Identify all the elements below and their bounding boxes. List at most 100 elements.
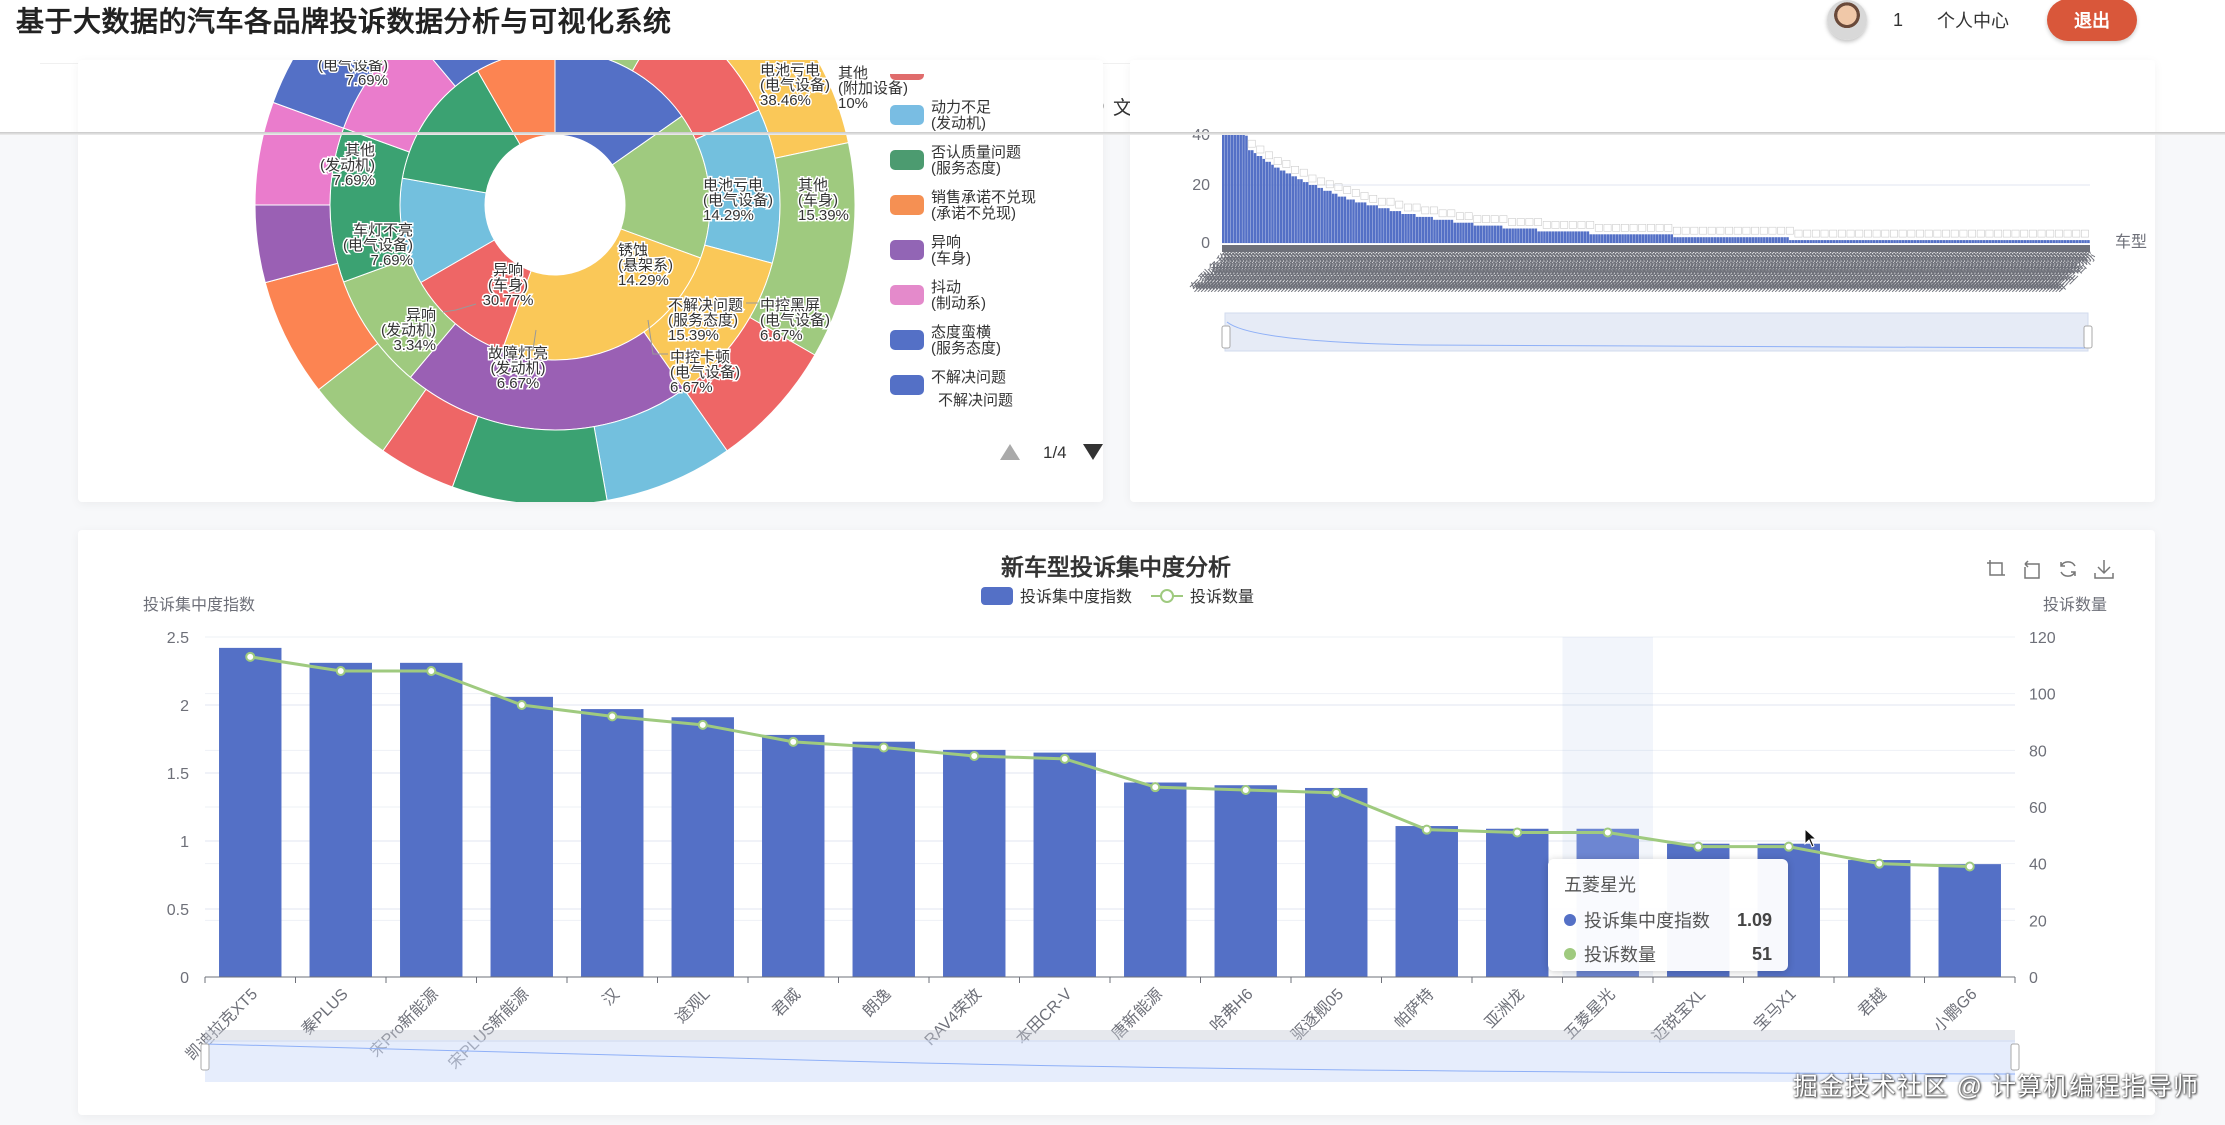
- bar[interactable]: [2061, 240, 2064, 243]
- bar[interactable]: [1314, 185, 1318, 243]
- bar[interactable]: [1410, 214, 1413, 243]
- profile-link[interactable]: 个人中心: [1937, 11, 2009, 31]
- bar[interactable]: [1679, 237, 1682, 243]
- sunburst-segment[interactable]: [319, 60, 443, 68]
- bar[interactable]: [1982, 240, 1986, 243]
- bar[interactable]: [2020, 240, 2024, 243]
- bar[interactable]: [1467, 222, 1471, 243]
- bar[interactable]: [1577, 231, 1581, 243]
- bar[interactable]: [1378, 208, 1381, 243]
- bar[interactable]: [1343, 196, 1347, 243]
- bar[interactable]: [1705, 237, 1708, 243]
- bar[interactable]: [1502, 228, 1506, 244]
- bar[interactable]: [1618, 234, 1621, 243]
- bar[interactable]: [1719, 237, 1723, 243]
- line-point[interactable]: [1512, 827, 1523, 838]
- line-point[interactable]: [1240, 785, 1251, 795]
- bar[interactable]: [1693, 237, 1697, 243]
- bar[interactable]: [1557, 231, 1561, 243]
- sunburst-segment[interactable]: [272, 60, 379, 129]
- bar[interactable]: [1580, 231, 1584, 243]
- bar[interactable]: [1305, 182, 1309, 243]
- datazoom-handle-right[interactable]: [2010, 1043, 2020, 1071]
- bar[interactable]: [1690, 237, 1694, 243]
- logout-button[interactable]: 退出: [2047, 0, 2137, 41]
- bar[interactable]: [1276, 167, 1280, 243]
- line-point[interactable]: [969, 751, 980, 761]
- bar[interactable]: [1372, 205, 1376, 243]
- bar[interactable]: [1977, 240, 1980, 243]
- bar[interactable]: [1875, 240, 1879, 243]
- bar[interactable]: [1629, 234, 1633, 243]
- legend-item[interactable]: 销售承诺不兑现(承诺不兑现): [890, 189, 1036, 222]
- bar[interactable]: [1222, 112, 1225, 244]
- bar[interactable]: [1262, 158, 1266, 243]
- bar[interactable]: [2063, 240, 2067, 243]
- bar[interactable]: [1777, 237, 1781, 243]
- bar[interactable]: [1551, 231, 1555, 243]
- bar[interactable]: [1956, 240, 1960, 243]
- bar[interactable]: [1939, 240, 1943, 243]
- bar[interactable]: [1233, 124, 1237, 243]
- bar[interactable]: [1904, 240, 1908, 243]
- bar[interactable]: [1265, 161, 1268, 243]
- bar[interactable]: [1768, 237, 1772, 243]
- bar[interactable]: [2069, 240, 2073, 243]
- bar[interactable]: [1710, 237, 1714, 243]
- bar[interactable]: [1572, 231, 1575, 243]
- bar[interactable]: [1508, 228, 1512, 244]
- bar[interactable]: [1369, 205, 1373, 243]
- bar[interactable]: [1907, 240, 1911, 243]
- bar[interactable]: [1676, 237, 1679, 243]
- bar[interactable]: [1450, 219, 1454, 243]
- bar[interactable]: [1583, 231, 1587, 243]
- zoom-area-icon[interactable]: [1985, 558, 2007, 580]
- bar[interactable]: [1884, 240, 1888, 243]
- bar[interactable]: [1214, 785, 1277, 977]
- bar[interactable]: [1294, 176, 1297, 243]
- bar[interactable]: [1739, 237, 1743, 243]
- bar[interactable]: [1722, 237, 1726, 243]
- bar[interactable]: [2006, 240, 2009, 243]
- bar[interactable]: [1569, 231, 1572, 243]
- bar[interactable]: [2066, 240, 2070, 243]
- bar[interactable]: [1459, 222, 1462, 243]
- datazoom-handle-right[interactable]: [2083, 325, 2093, 349]
- bar[interactable]: [1846, 240, 1850, 243]
- bar[interactable]: [1595, 234, 1598, 243]
- bar[interactable]: [1760, 237, 1763, 243]
- bar[interactable]: [1317, 187, 1321, 243]
- bar[interactable]: [1586, 231, 1590, 243]
- bar[interactable]: [1927, 240, 1931, 243]
- bar[interactable]: [1716, 237, 1720, 243]
- bar[interactable]: [1835, 240, 1838, 243]
- bar[interactable]: [1670, 234, 1674, 243]
- bar[interactable]: [1820, 240, 1824, 243]
- sunburst-chart[interactable]: (电气设备) 7.69% 其他(发动机) 7.69% 车灯不亮(电气设备) 7.69% 异响…: [78, 60, 1103, 502]
- bar[interactable]: [1375, 205, 1378, 243]
- line-point[interactable]: [1602, 827, 1613, 838]
- legend-item[interactable]: 抖动(制动系): [890, 279, 986, 312]
- bar[interactable]: [1974, 240, 1977, 243]
- bar[interactable]: [1334, 193, 1338, 243]
- bar[interactable]: [1687, 237, 1691, 243]
- bar[interactable]: [1913, 240, 1917, 243]
- sunburst-segment[interactable]: [555, 60, 668, 72]
- bar[interactable]: [1751, 237, 1755, 243]
- legend-prev-page-icon[interactable]: [1000, 444, 1020, 460]
- bar[interactable]: [1522, 228, 1526, 244]
- bar[interactable]: [1392, 211, 1396, 243]
- bar[interactable]: [1525, 228, 1529, 244]
- bar[interactable]: [1667, 234, 1671, 243]
- bar[interactable]: [1728, 237, 1731, 243]
- sunburst-segment[interactable]: [410, 60, 515, 87]
- bar[interactable]: [1615, 234, 1619, 243]
- bar[interactable]: [1598, 234, 1601, 243]
- bar[interactable]: [1734, 237, 1737, 243]
- bar[interactable]: [2040, 240, 2044, 243]
- bar[interactable]: [1647, 234, 1650, 243]
- bar[interactable]: [1774, 237, 1778, 243]
- bar[interactable]: [1848, 860, 1911, 977]
- sunburst-segment[interactable]: [451, 415, 608, 502]
- bar[interactable]: [1800, 240, 1804, 243]
